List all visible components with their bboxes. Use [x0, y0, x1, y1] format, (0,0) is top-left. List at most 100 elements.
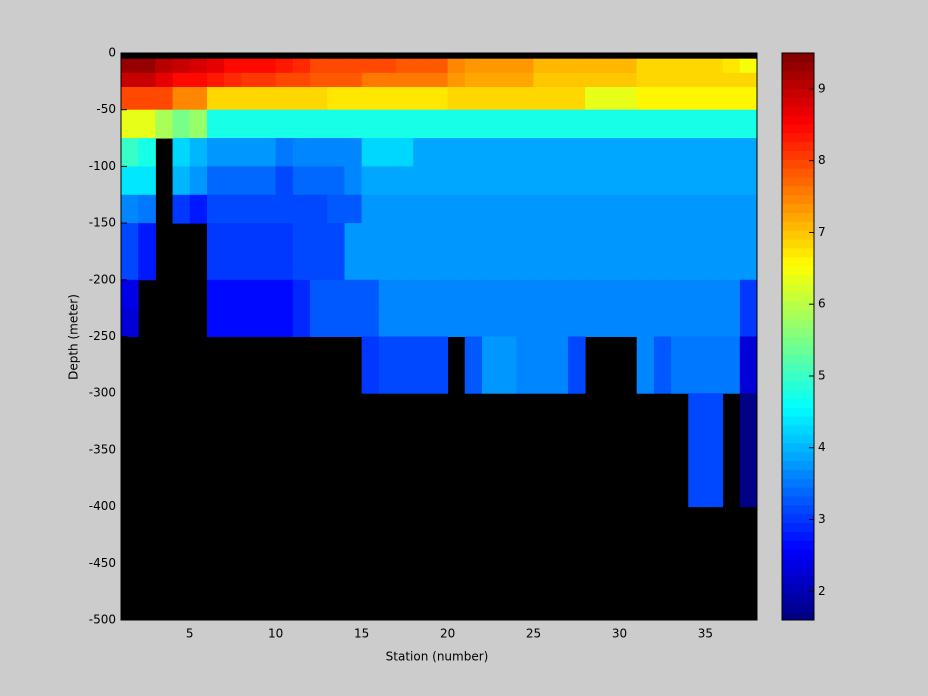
heatmap-cell	[189, 72, 208, 88]
heatmap-cell	[688, 308, 706, 337]
heatmap-cell	[722, 72, 741, 88]
heatmap-cell	[739, 58, 758, 74]
heatmap-cell	[121, 251, 139, 281]
heatmap-cell	[481, 223, 500, 252]
heatmap-cell	[516, 72, 535, 88]
colorbar-swatch	[782, 318, 814, 329]
heatmap-cell	[671, 251, 689, 281]
heatmap-cell	[533, 336, 552, 394]
colorbar-swatch	[782, 371, 814, 382]
heatmap-cell	[481, 279, 500, 309]
heatmap-cell	[499, 308, 517, 337]
heatmap-cell	[653, 72, 672, 88]
x-tick-label: 30	[612, 627, 627, 641]
heatmap-cell	[344, 223, 363, 252]
heatmap-cell	[739, 279, 758, 309]
heatmap-cell	[224, 279, 242, 309]
heatmap-cell	[327, 223, 345, 252]
heatmap-cell	[464, 138, 483, 167]
colorbar-swatch	[782, 593, 814, 603]
heatmap-cell	[550, 109, 569, 139]
heatmap-cell	[241, 72, 260, 88]
colorbar-swatch	[782, 540, 814, 550]
heatmap-cell	[499, 279, 517, 309]
heatmap-cell	[619, 251, 638, 281]
heatmap-cell	[430, 223, 449, 252]
heatmap-cell	[224, 58, 242, 74]
heatmap-cell	[602, 308, 620, 337]
heatmap-cell	[121, 308, 139, 337]
colorbar-swatch	[782, 79, 814, 89]
heatmap-cell	[396, 87, 414, 111]
heatmap-cell	[310, 58, 328, 74]
heatmap-cell	[516, 336, 535, 394]
heatmap-cell	[361, 58, 380, 74]
colorbar-tick-label: 9	[818, 81, 826, 95]
heatmap-cell	[378, 87, 397, 111]
colorbar-swatch	[782, 345, 814, 355]
heatmap-cell	[636, 72, 655, 88]
heatmap-cell	[258, 58, 277, 74]
heatmap-cell	[258, 194, 277, 224]
heatmap-cell	[327, 138, 345, 167]
heatmap-cell	[602, 87, 620, 111]
heatmap-cell	[224, 109, 242, 139]
heatmap-cell	[121, 279, 139, 309]
y-tick-label: -100	[89, 159, 116, 173]
heatmap-cell	[636, 138, 655, 167]
heatmap-cell	[585, 223, 603, 252]
heatmap-cell	[550, 72, 569, 88]
colorbar-swatch	[782, 123, 814, 134]
heatmap-cell	[430, 251, 449, 281]
heatmap-cell	[224, 87, 242, 111]
heatmap-cell	[533, 308, 552, 337]
heatmap-cell	[567, 166, 586, 196]
heatmap-cell	[585, 194, 603, 224]
colorbar-swatch	[782, 566, 814, 577]
colorbar-swatch	[782, 380, 814, 391]
colorbar-swatch	[782, 274, 814, 284]
heatmap-cell	[585, 251, 603, 281]
heatmap-cell	[292, 72, 311, 88]
heatmap-cell	[361, 194, 380, 224]
heatmap-cell	[224, 223, 242, 252]
heatmap-cell	[688, 72, 706, 88]
colorbar-swatch	[782, 354, 814, 364]
heatmap-cell	[327, 279, 345, 309]
heatmap-cell	[705, 138, 724, 167]
heatmap-cell	[344, 166, 363, 196]
heatmap-cell	[138, 72, 156, 88]
heatmap-cell	[499, 223, 517, 252]
heatmap-cell	[189, 58, 208, 74]
colorbar-swatch	[782, 283, 814, 293]
colorbar-swatch	[782, 478, 814, 488]
heatmap-cell	[481, 166, 500, 196]
heatmap-cell	[671, 336, 689, 394]
heatmap-cell	[550, 279, 569, 309]
heatmap-cell	[258, 166, 277, 196]
heatmap-cell	[241, 194, 260, 224]
heatmap-cell	[722, 336, 741, 394]
heatmap-cell	[705, 58, 724, 74]
x-tick-label: 35	[698, 627, 713, 641]
heatmap-cell	[636, 58, 655, 74]
heatmap-cell	[138, 194, 156, 224]
heatmap-cell	[516, 109, 535, 139]
colorbar-swatch	[782, 584, 814, 594]
heatmap-cell	[550, 194, 569, 224]
heatmap-cell	[275, 58, 294, 74]
heatmap-cell	[499, 138, 517, 167]
heatmap-cell	[464, 223, 483, 252]
heatmap-cell	[602, 72, 620, 88]
heatmap-cell	[619, 58, 638, 74]
y-tick-label: -350	[89, 442, 116, 456]
heatmap-cell	[619, 308, 638, 337]
heatmap-cell	[361, 138, 380, 167]
heatmap-cell	[464, 279, 483, 309]
heatmap-cell	[310, 223, 328, 252]
heatmap-cell	[396, 336, 414, 394]
heatmap-cell	[653, 58, 672, 74]
colorbar-swatch	[782, 132, 814, 143]
heatmap-cell	[430, 87, 449, 111]
heatmap-cell	[138, 166, 156, 196]
